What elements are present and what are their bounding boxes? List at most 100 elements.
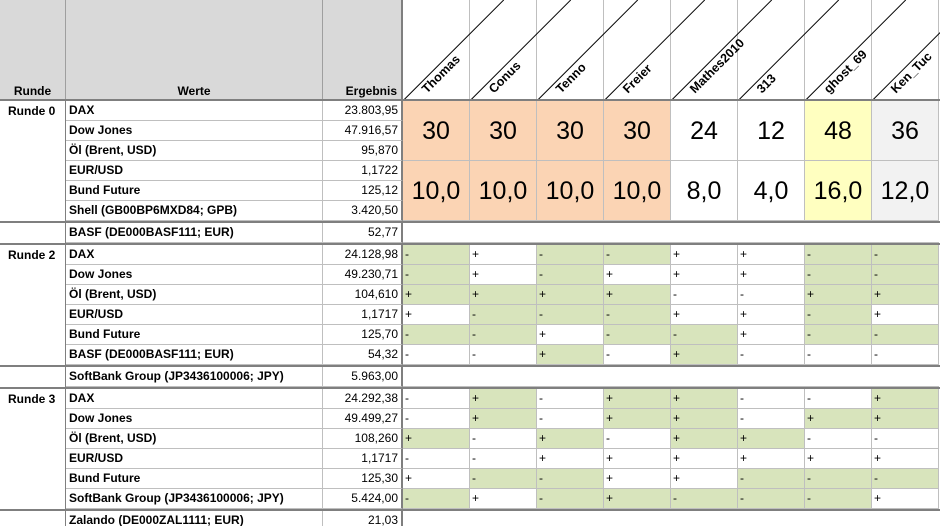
tip-cell[interactable]: + bbox=[738, 265, 805, 285]
tip-cell[interactable]: + bbox=[738, 429, 805, 449]
row-name[interactable]: Dow Jones bbox=[66, 409, 323, 429]
row-value[interactable]: 52,77 bbox=[323, 223, 403, 243]
tip-cell[interactable]: - bbox=[403, 345, 470, 365]
tip-cell[interactable]: + bbox=[671, 245, 738, 265]
row-value[interactable]: 125,30 bbox=[323, 469, 403, 489]
tip-cell[interactable]: - bbox=[604, 429, 671, 449]
row-value[interactable]: 1,1717 bbox=[323, 305, 403, 325]
row-name[interactable]: Öl (Brent, USD) bbox=[66, 141, 323, 161]
tip-cell[interactable]: + bbox=[671, 305, 738, 325]
tip-cell[interactable]: - bbox=[604, 325, 671, 345]
tip-cell[interactable]: - bbox=[805, 489, 872, 509]
row-name[interactable]: Bund Future bbox=[66, 325, 323, 345]
tip-cell[interactable]: + bbox=[805, 409, 872, 429]
tip-cell[interactable]: + bbox=[403, 429, 470, 449]
row-name[interactable]: Shell (GB00BP6MXD84; GPB) bbox=[66, 201, 323, 221]
tip-cell[interactable]: + bbox=[738, 305, 805, 325]
tip-cell[interactable]: + bbox=[671, 345, 738, 365]
row-name[interactable]: DAX bbox=[66, 389, 323, 409]
tip-cell[interactable]: - bbox=[604, 345, 671, 365]
tip-cell[interactable]: + bbox=[872, 389, 939, 409]
row-name[interactable]: Bund Future bbox=[66, 469, 323, 489]
tip-cell[interactable]: - bbox=[805, 325, 872, 345]
tip-cell[interactable]: - bbox=[537, 409, 604, 429]
tip-cell[interactable]: + bbox=[872, 305, 939, 325]
tip-cell[interactable]: + bbox=[604, 489, 671, 509]
row-value[interactable]: 5.963,00 bbox=[323, 367, 403, 387]
tip-cell[interactable]: - bbox=[738, 489, 805, 509]
tip-cell[interactable]: + bbox=[470, 285, 537, 305]
row-value[interactable]: 125,70 bbox=[323, 325, 403, 345]
row-value[interactable]: 3.420,50 bbox=[323, 201, 403, 221]
tip-cell[interactable]: - bbox=[403, 489, 470, 509]
tip-cell[interactable]: + bbox=[604, 285, 671, 305]
tip-cell[interactable]: + bbox=[537, 325, 604, 345]
row-value[interactable]: 1,1717 bbox=[323, 449, 403, 469]
tip-cell[interactable]: - bbox=[805, 345, 872, 365]
score-cell[interactable]: 48 bbox=[805, 101, 872, 161]
row-value[interactable]: 24.128,98 bbox=[323, 245, 403, 265]
tip-cell[interactable]: - bbox=[537, 469, 604, 489]
tip-cell[interactable]: - bbox=[805, 245, 872, 265]
tip-cell[interactable]: - bbox=[470, 469, 537, 489]
tip-cell[interactable]: - bbox=[537, 389, 604, 409]
tip-cell[interactable]: + bbox=[470, 265, 537, 285]
score-cell[interactable]: 30 bbox=[470, 101, 537, 161]
tip-cell[interactable]: - bbox=[403, 265, 470, 285]
row-name[interactable]: EUR/USD bbox=[66, 305, 323, 325]
tip-cell[interactable]: - bbox=[805, 469, 872, 489]
tip-cell[interactable]: + bbox=[671, 449, 738, 469]
header-runde[interactable]: Runde bbox=[0, 0, 66, 100]
tip-cell[interactable]: - bbox=[403, 389, 470, 409]
tip-cell[interactable]: - bbox=[872, 245, 939, 265]
tip-cell[interactable]: - bbox=[403, 245, 470, 265]
row-name[interactable]: Zalando (DE000ZAL1111; EUR) bbox=[66, 511, 323, 526]
tip-cell[interactable]: + bbox=[872, 489, 939, 509]
tip-cell[interactable]: + bbox=[537, 285, 604, 305]
tip-cell[interactable]: + bbox=[604, 449, 671, 469]
player-header-5[interactable] bbox=[671, 0, 738, 100]
row-name[interactable]: SoftBank Group (JP3436100006; JPY) bbox=[66, 489, 323, 509]
row-value[interactable]: 23.803,95 bbox=[323, 101, 403, 121]
row-name[interactable]: DAX bbox=[66, 245, 323, 265]
tip-cell[interactable]: + bbox=[470, 245, 537, 265]
tip-cell[interactable]: - bbox=[738, 469, 805, 489]
tip-cell[interactable]: + bbox=[671, 389, 738, 409]
tip-cell[interactable]: + bbox=[537, 449, 604, 469]
points-cell[interactable]: 12,0 bbox=[872, 161, 939, 221]
score-cell[interactable]: 36 bbox=[872, 101, 939, 161]
tip-cell[interactable]: - bbox=[537, 245, 604, 265]
player-header-4[interactable] bbox=[604, 0, 671, 100]
tip-cell[interactable]: - bbox=[671, 489, 738, 509]
score-cell[interactable]: 24 bbox=[671, 101, 738, 161]
row-value[interactable]: 95,870 bbox=[323, 141, 403, 161]
tip-cell[interactable]: + bbox=[671, 469, 738, 489]
tip-cell[interactable]: - bbox=[738, 409, 805, 429]
points-cell[interactable]: 10,0 bbox=[403, 161, 470, 221]
points-cell[interactable]: 10,0 bbox=[604, 161, 671, 221]
row-value[interactable]: 108,260 bbox=[323, 429, 403, 449]
row-name[interactable]: EUR/USD bbox=[66, 449, 323, 469]
tip-cell[interactable]: + bbox=[671, 409, 738, 429]
score-cell[interactable]: 30 bbox=[604, 101, 671, 161]
tip-cell[interactable]: - bbox=[470, 305, 537, 325]
player-header-7[interactable] bbox=[805, 0, 872, 100]
tip-cell[interactable]: - bbox=[604, 245, 671, 265]
tip-cell[interactable]: - bbox=[470, 429, 537, 449]
tip-cell[interactable]: + bbox=[805, 449, 872, 469]
tip-cell[interactable]: - bbox=[872, 345, 939, 365]
row-value[interactable]: 104,610 bbox=[323, 285, 403, 305]
tip-cell[interactable]: + bbox=[403, 305, 470, 325]
row-name[interactable]: BASF (DE000BASF111; EUR) bbox=[66, 345, 323, 365]
tip-cell[interactable]: + bbox=[537, 345, 604, 365]
tip-cell[interactable]: + bbox=[470, 489, 537, 509]
player-header-2[interactable] bbox=[470, 0, 537, 100]
score-cell[interactable]: 30 bbox=[403, 101, 470, 161]
row-value[interactable]: 47.916,57 bbox=[323, 121, 403, 141]
points-cell[interactable]: 16,0 bbox=[805, 161, 872, 221]
tip-cell[interactable]: - bbox=[470, 345, 537, 365]
tip-cell[interactable]: - bbox=[671, 325, 738, 345]
tip-cell[interactable]: - bbox=[738, 285, 805, 305]
tip-cell[interactable]: - bbox=[872, 429, 939, 449]
row-value[interactable]: 54,32 bbox=[323, 345, 403, 365]
